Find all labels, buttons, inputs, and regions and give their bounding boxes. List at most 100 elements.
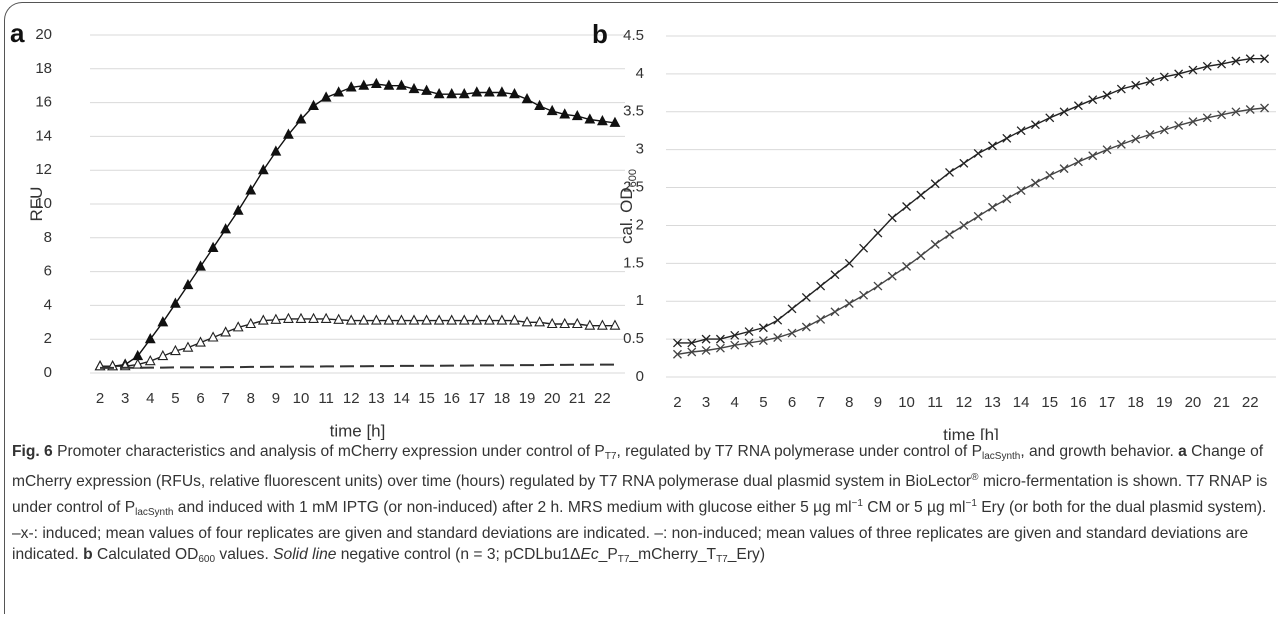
point (1016, 126, 1026, 136)
x-tick-label: 15 (418, 390, 435, 407)
point (509, 314, 520, 325)
point (1088, 151, 1098, 161)
caption-text: T7 (617, 554, 630, 566)
point (1245, 105, 1255, 114)
y-tick-label: 12 (35, 161, 52, 178)
point (132, 358, 144, 369)
point (609, 319, 621, 330)
point (687, 338, 697, 348)
point (333, 313, 345, 324)
point (270, 145, 282, 156)
y-tick-label: 18 (35, 60, 52, 77)
x-tick-label: 10 (293, 390, 310, 407)
point (320, 312, 332, 323)
point (245, 317, 257, 329)
caption-text: ® (971, 472, 979, 484)
point (144, 354, 156, 366)
caption-text: b (83, 546, 93, 564)
point (257, 314, 269, 325)
caption-text: Solid line (273, 546, 337, 564)
point (945, 167, 954, 177)
point (408, 314, 420, 325)
point (396, 79, 407, 90)
x-tick-label: 10 (898, 394, 915, 411)
y-tick-label: 2 (636, 216, 644, 233)
point (1174, 120, 1184, 130)
point (902, 202, 912, 211)
point (207, 241, 219, 252)
point (521, 316, 533, 327)
x-tick-label: 6 (788, 394, 796, 411)
x-tick-label: 3 (121, 390, 129, 407)
y-tick-label: 20 (35, 26, 52, 43)
y-tick-label: 4 (44, 296, 52, 313)
point (509, 87, 520, 99)
point (458, 314, 470, 325)
caption-text: lacSynth (981, 451, 1021, 462)
point (988, 202, 997, 212)
series-line (677, 107, 1265, 355)
point (383, 314, 395, 325)
caption-text: a (1178, 443, 1187, 460)
point (1102, 145, 1112, 155)
point (916, 251, 926, 261)
point (773, 315, 783, 325)
point (701, 334, 711, 344)
point (859, 290, 869, 300)
point (421, 314, 432, 325)
point (1188, 65, 1198, 75)
x-tick-label: 4 (731, 394, 739, 411)
point (1260, 54, 1269, 64)
point (295, 312, 307, 323)
point (988, 141, 997, 151)
point (1245, 54, 1255, 64)
point (930, 239, 940, 249)
point (157, 316, 169, 327)
point (1131, 134, 1141, 144)
point (559, 108, 571, 119)
x-tick-label: 19 (1156, 394, 1173, 411)
caption-text: 600 (198, 554, 216, 566)
caption-text: _P (598, 546, 618, 564)
x-tick-label: 13 (368, 390, 385, 407)
point (370, 77, 382, 89)
point (787, 328, 797, 338)
y-tick-label: 3.5 (623, 103, 644, 120)
point (157, 349, 169, 361)
caption-text: , and growth behavior. (1020, 443, 1179, 460)
x-tick-label: 20 (1185, 394, 1202, 411)
y-axis-title: RFU (27, 187, 46, 222)
point (959, 220, 969, 230)
caption-text: Calculated OD (92, 546, 199, 564)
point (446, 87, 458, 99)
point (609, 116, 621, 127)
point (1145, 77, 1155, 86)
y-tick-label: 6 (44, 263, 52, 280)
point (730, 330, 740, 340)
point (308, 312, 319, 323)
x-tick-label: 8 (247, 390, 255, 407)
point (844, 258, 854, 268)
point (207, 331, 219, 342)
point (1002, 133, 1012, 143)
point (308, 99, 319, 111)
point (773, 333, 783, 343)
x-tick-label: 2 (673, 394, 681, 411)
point (873, 228, 883, 238)
point (596, 319, 608, 330)
caption-text: _mCherry_T (629, 546, 717, 564)
caption: Fig. 6 Promoter characteristics and anal… (12, 441, 1274, 570)
y-tick-label: 0 (636, 368, 644, 385)
x-tick-label: 11 (318, 390, 334, 407)
point (930, 179, 940, 189)
y-tick-label: 2.5 (623, 179, 644, 196)
series-line (100, 363, 615, 369)
point (758, 323, 768, 333)
x-tick-label: 17 (1099, 394, 1116, 411)
x-tick-label: 14 (1013, 394, 1030, 411)
point (421, 84, 432, 95)
x-tick-label: 16 (1070, 394, 1087, 411)
point (1002, 194, 1012, 204)
point (887, 213, 897, 223)
caption-text: negative control (n = 3; pCDLbu1Δ (336, 546, 581, 564)
